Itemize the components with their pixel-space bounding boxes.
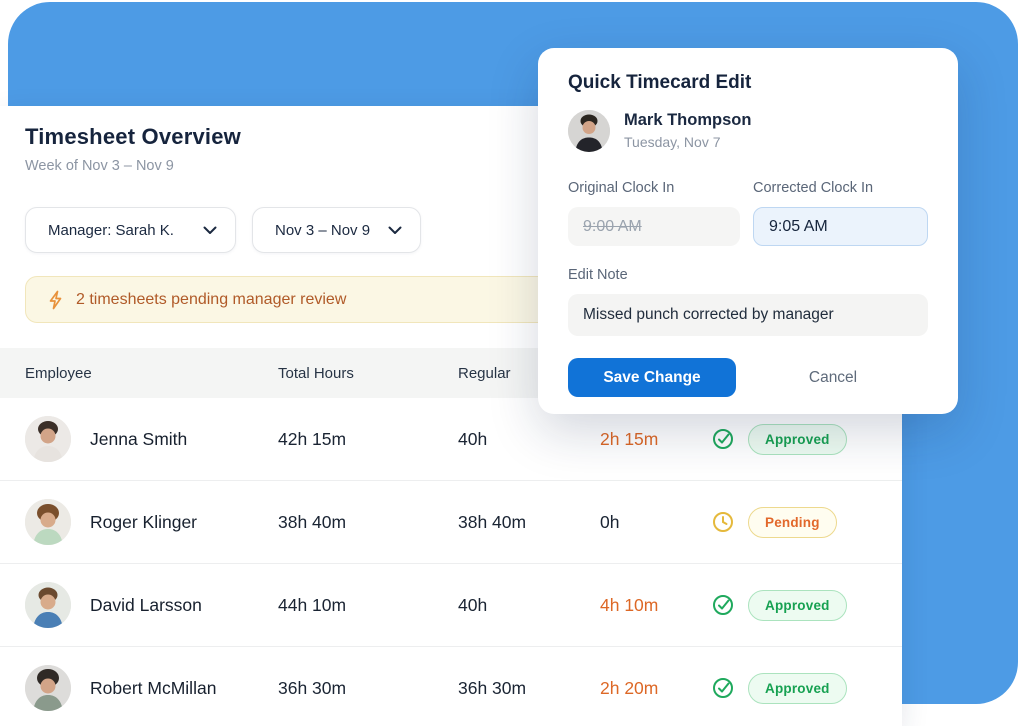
manager-dropdown-label: Manager: Sarah K.	[48, 221, 174, 239]
avatar	[568, 110, 610, 152]
status-cell: Approved	[712, 589, 902, 621]
regular-hours-value: 38h 40m	[458, 511, 527, 532]
overtime-value: 2h 20m	[600, 677, 659, 698]
employee-cell: Robert McMillan	[25, 665, 278, 711]
alert-text: 2 timesheets pending manager review	[76, 290, 347, 308]
header-total-hours: Total Hours	[278, 364, 354, 382]
status-cell: Pending	[712, 506, 902, 538]
status-badge: Approved	[748, 672, 847, 704]
edit-note-field[interactable]: Missed punch corrected by manager	[568, 294, 928, 336]
lightning-bolt-icon	[49, 290, 62, 309]
overtime-value: 0h	[600, 511, 620, 532]
quick-timecard-edit-modal: Quick Timecard Edit Mark Thompson Tuesda…	[538, 48, 958, 414]
total-hours-value: 42h 15m	[278, 428, 347, 449]
modal-employee-date: Tuesday, Nov 7	[624, 134, 721, 150]
status-badge: Approved	[748, 589, 847, 621]
check-circle-icon	[713, 429, 733, 449]
avatar	[25, 416, 71, 462]
manager-dropdown[interactable]: Manager: Sarah K.	[25, 207, 236, 253]
header-regular: Regular	[458, 364, 511, 382]
original-clock-in-field: 9:00 AM	[568, 207, 740, 246]
avatar	[25, 665, 71, 711]
timesheet-table: Employee Total Hours Regular Jenna Smith…	[0, 348, 902, 726]
table-row: Robert McMillan 36h 30m 36h 30m 2h 20m A…	[0, 647, 902, 726]
modal-employee-name: Mark Thompson	[624, 111, 752, 129]
save-change-button[interactable]: Save Change	[568, 358, 736, 397]
page-title: Timesheet Overview	[25, 124, 241, 149]
status-badge: Pending	[748, 506, 837, 538]
status-badge: Approved	[748, 423, 847, 455]
check-circle-icon	[713, 678, 733, 698]
overtime-value: 4h 10m	[600, 594, 659, 615]
total-hours-value: 44h 10m	[278, 594, 347, 615]
table-row: David Larsson 44h 10m 40h 4h 10m Approve…	[0, 564, 902, 647]
check-circle-icon	[713, 595, 733, 615]
employee-name: Roger Klinger	[90, 511, 197, 532]
modal-title: Quick Timecard Edit	[568, 72, 752, 93]
employee-cell: Jenna Smith	[25, 416, 278, 462]
original-clock-in-label: Original Clock In	[568, 180, 675, 196]
avatar	[25, 582, 71, 628]
status-cell: Approved	[712, 672, 902, 704]
corrected-clock-in-label: Corrected Clock In	[753, 180, 874, 196]
regular-hours-value: 40h	[458, 428, 488, 449]
total-hours-value: 38h 40m	[278, 511, 347, 532]
total-hours-value: 36h 30m	[278, 677, 347, 698]
employee-name: Robert McMillan	[90, 677, 217, 698]
edit-note-label: Edit Note	[568, 267, 628, 283]
avatar	[25, 499, 71, 545]
regular-hours-value: 36h 30m	[458, 677, 527, 698]
employee-name: David Larsson	[90, 594, 202, 615]
regular-hours-value: 40h	[458, 594, 488, 615]
cancel-button[interactable]: Cancel	[776, 358, 890, 397]
table-row: Roger Klinger 38h 40m 38h 40m 0h Pending	[0, 481, 902, 564]
employee-cell: Roger Klinger	[25, 499, 278, 545]
filter-bar: Manager: Sarah K. Nov 3 – Nov 9	[25, 207, 421, 253]
clock-icon	[713, 512, 733, 532]
week-dropdown[interactable]: Nov 3 – Nov 9	[252, 207, 421, 253]
employee-name: Jenna Smith	[90, 428, 188, 449]
week-dropdown-label: Nov 3 – Nov 9	[275, 221, 371, 239]
chevron-down-icon	[203, 226, 217, 234]
chevron-down-icon	[388, 226, 402, 234]
page-subtitle: Week of Nov 3 – Nov 9	[25, 158, 174, 174]
header-employee: Employee	[25, 364, 92, 382]
status-cell: Approved	[712, 423, 902, 455]
employee-cell: David Larsson	[25, 582, 278, 628]
corrected-clock-in-field[interactable]: 9:05 AM	[753, 207, 928, 246]
overtime-value: 2h 15m	[600, 428, 659, 449]
